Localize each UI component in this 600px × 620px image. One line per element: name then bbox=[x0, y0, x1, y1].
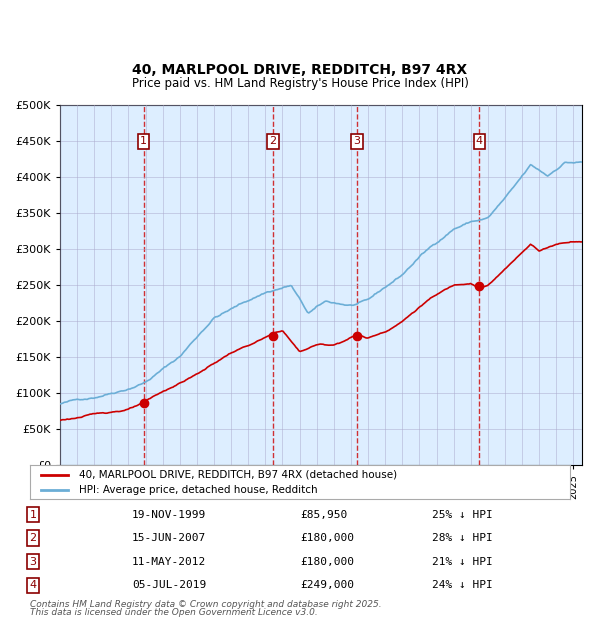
Text: 4: 4 bbox=[29, 580, 37, 590]
Text: 19-NOV-1999: 19-NOV-1999 bbox=[132, 510, 206, 520]
Text: 28% ↓ HPI: 28% ↓ HPI bbox=[432, 533, 493, 543]
Text: 2: 2 bbox=[29, 533, 37, 543]
Text: £85,950: £85,950 bbox=[300, 510, 347, 520]
Text: 4: 4 bbox=[476, 136, 483, 146]
Text: This data is licensed under the Open Government Licence v3.0.: This data is licensed under the Open Gov… bbox=[30, 608, 318, 617]
Text: 3: 3 bbox=[29, 557, 37, 567]
Text: 1: 1 bbox=[29, 510, 37, 520]
Text: £180,000: £180,000 bbox=[300, 557, 354, 567]
Text: HPI: Average price, detached house, Redditch: HPI: Average price, detached house, Redd… bbox=[79, 485, 317, 495]
Text: 40, MARLPOOL DRIVE, REDDITCH, B97 4RX: 40, MARLPOOL DRIVE, REDDITCH, B97 4RX bbox=[133, 63, 467, 78]
Text: £180,000: £180,000 bbox=[300, 533, 354, 543]
Text: 3: 3 bbox=[353, 136, 361, 146]
Text: Price paid vs. HM Land Registry's House Price Index (HPI): Price paid vs. HM Land Registry's House … bbox=[131, 77, 469, 90]
Text: 05-JUL-2019: 05-JUL-2019 bbox=[132, 580, 206, 590]
Text: Contains HM Land Registry data © Crown copyright and database right 2025.: Contains HM Land Registry data © Crown c… bbox=[30, 600, 382, 609]
Text: 25% ↓ HPI: 25% ↓ HPI bbox=[432, 510, 493, 520]
Text: 15-JUN-2007: 15-JUN-2007 bbox=[132, 533, 206, 543]
Text: 1: 1 bbox=[140, 136, 147, 146]
Text: 40, MARLPOOL DRIVE, REDDITCH, B97 4RX (detached house): 40, MARLPOOL DRIVE, REDDITCH, B97 4RX (d… bbox=[79, 469, 397, 479]
Text: 24% ↓ HPI: 24% ↓ HPI bbox=[432, 580, 493, 590]
Text: 21% ↓ HPI: 21% ↓ HPI bbox=[432, 557, 493, 567]
Text: 11-MAY-2012: 11-MAY-2012 bbox=[132, 557, 206, 567]
Text: 2: 2 bbox=[269, 136, 277, 146]
Text: £249,000: £249,000 bbox=[300, 580, 354, 590]
